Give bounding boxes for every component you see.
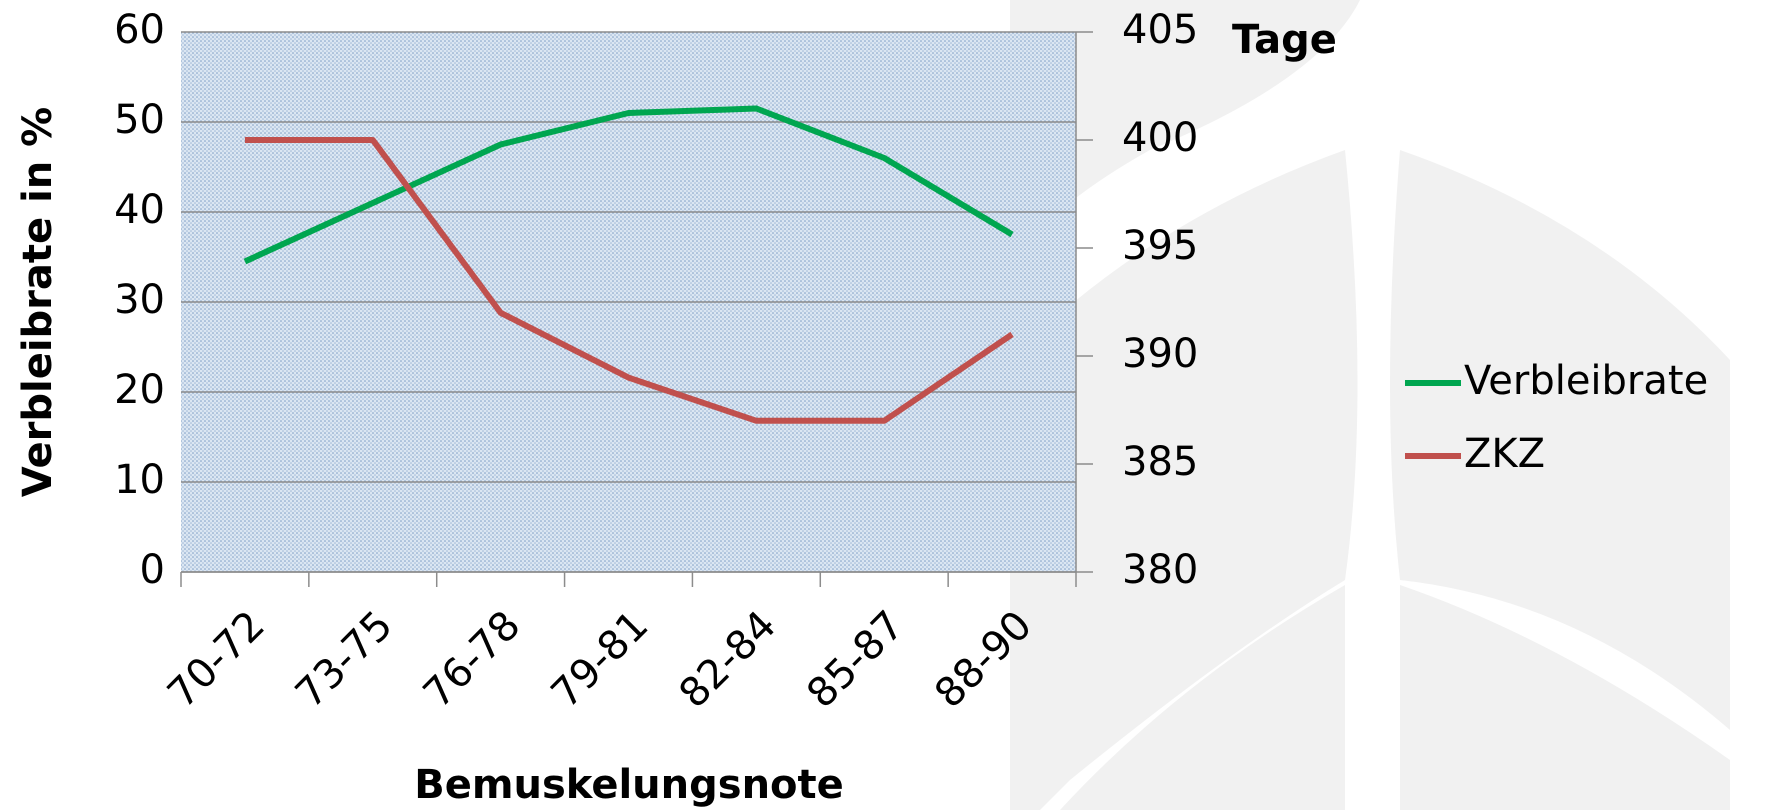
y-axis-title: Verbleibrate in % bbox=[15, 107, 61, 498]
y-tick-label: 10 bbox=[114, 457, 165, 503]
y2-tick-label: 385 bbox=[1122, 439, 1198, 485]
x-tick-label: 73-75 bbox=[287, 602, 402, 717]
y2-tick-label: 400 bbox=[1122, 115, 1198, 161]
y2-tick-label: 390 bbox=[1122, 331, 1198, 377]
y2-tick-label: 380 bbox=[1122, 547, 1198, 593]
y-tick-label: 0 bbox=[140, 547, 165, 593]
series-line bbox=[243, 105, 1014, 265]
y-tick-label: 50 bbox=[114, 97, 165, 143]
x-tick-label: 85-87 bbox=[798, 602, 913, 717]
legend-label: ZKZ bbox=[1464, 431, 1545, 477]
y2-axis-title: Tage bbox=[1232, 17, 1337, 63]
y-tick-label: 20 bbox=[114, 367, 165, 413]
series-line bbox=[244, 137, 1014, 424]
y-tick-label: 60 bbox=[114, 7, 165, 53]
y-tick-label: 30 bbox=[114, 277, 165, 323]
y-tick-label: 40 bbox=[114, 187, 165, 233]
y2-tick-label: 395 bbox=[1122, 223, 1198, 269]
x-tick-label: 70-72 bbox=[159, 602, 274, 717]
x-tick-label: 76-78 bbox=[415, 602, 530, 717]
x-axis-title: Bemuskelungsnote bbox=[414, 762, 844, 808]
x-tick-label: 79-81 bbox=[543, 602, 658, 717]
y2-tick-label: 405 bbox=[1122, 7, 1198, 53]
legend-label: Verbleibrate bbox=[1464, 358, 1708, 404]
x-tick-label: 82-84 bbox=[670, 602, 785, 717]
watermark bbox=[1010, 0, 1730, 810]
